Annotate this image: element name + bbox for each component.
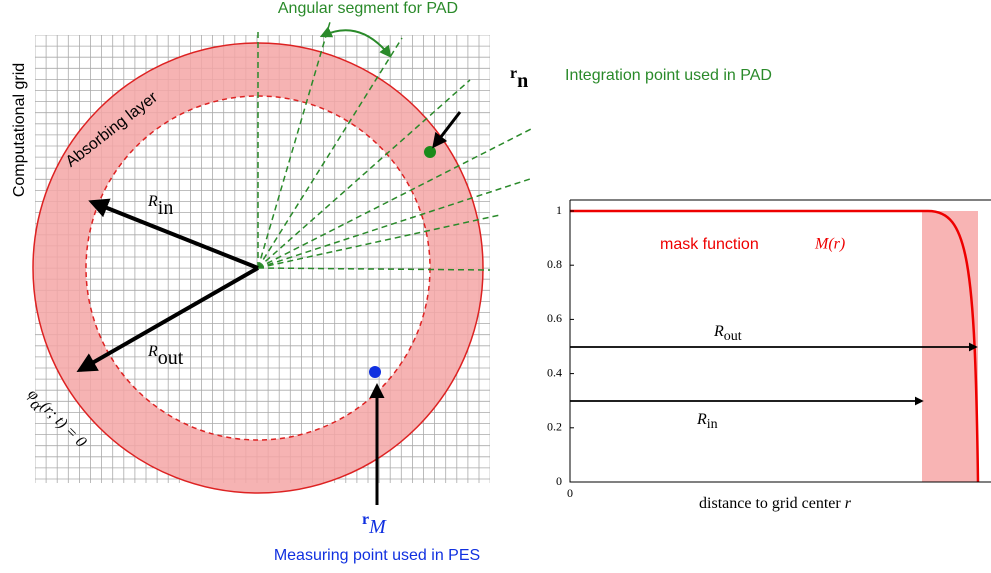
sub: out xyxy=(158,347,184,369)
base: R xyxy=(147,343,158,360)
mask-curve xyxy=(570,209,980,483)
r-n-label: rn xyxy=(510,65,528,92)
y-tick-label: 0.6 xyxy=(547,311,562,325)
grid-label: Computational grid xyxy=(11,63,28,197)
text: distance to grid center xyxy=(699,495,841,512)
sub: in xyxy=(158,197,174,219)
x-tick-label: 0 xyxy=(567,486,573,500)
segment-arc xyxy=(319,26,392,58)
base: R xyxy=(713,323,724,340)
radius-arrows xyxy=(570,342,978,406)
sub: n xyxy=(517,70,528,92)
angular-segment-label: Angular segment for PAD xyxy=(278,0,458,17)
y-tick-label: 1 xyxy=(556,203,562,217)
sub: M xyxy=(368,516,387,538)
r-m-label: rM xyxy=(362,511,387,538)
r-in-label: Rin xyxy=(147,193,173,219)
measuring-point-label: Measuring point used in PES xyxy=(274,547,480,564)
sub: out xyxy=(724,329,742,344)
y-tick-label: 0.2 xyxy=(547,420,562,434)
angular-lines xyxy=(257,21,534,271)
base: r xyxy=(510,65,517,82)
y-tick-label: 0.4 xyxy=(547,365,562,379)
y-tick-label: 0 xyxy=(556,474,562,488)
mask-function-label: mask function xyxy=(660,236,759,253)
sub: in xyxy=(707,417,718,432)
mask-symbol: M(r) xyxy=(814,236,845,253)
y-tick-label: 0.8 xyxy=(547,257,562,271)
plot-r-in: Rin xyxy=(696,411,718,433)
arrows xyxy=(76,111,462,505)
plot-r-out: Rout xyxy=(713,323,742,345)
base: r xyxy=(362,511,369,528)
x-axis-label: distance to grid center r xyxy=(699,495,852,512)
base: R xyxy=(147,193,158,210)
measuring-point xyxy=(369,366,381,378)
base: R xyxy=(696,411,707,428)
r-out-label: Rout xyxy=(147,343,184,369)
var: r xyxy=(845,495,852,512)
integration-point-label: Integration point used in PAD xyxy=(565,67,772,84)
integration-point xyxy=(424,146,436,158)
